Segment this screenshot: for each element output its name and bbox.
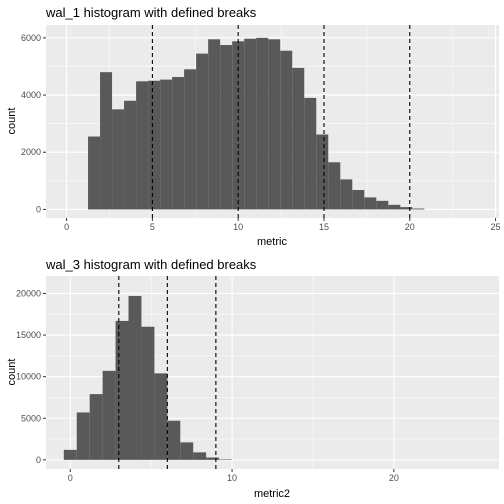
histogram-bar: [167, 420, 181, 460]
y-tick-label: 20000: [16, 288, 41, 298]
histogram-bar: [148, 80, 161, 210]
histogram-bar: [124, 100, 137, 210]
histogram-bar: [376, 200, 389, 210]
histogram-bar: [244, 38, 257, 210]
histogram-bar: [400, 207, 413, 210]
x-tick-label: 5: [150, 222, 155, 232]
x-tick-label: 20: [405, 222, 415, 232]
histogram-bar: [112, 109, 125, 210]
histogram-bar: [304, 97, 317, 210]
y-axis-title: count: [6, 359, 18, 386]
histogram-bar: [160, 79, 173, 210]
chart-title: wal_1 histogram with defined breaks: [45, 5, 257, 20]
histogram-bar: [206, 457, 220, 460]
y-tick-label: 0: [36, 204, 41, 214]
y-tick-label: 6000: [21, 33, 41, 43]
histogram-chart-2: wal_3 histogram with defined breaks 0 10 2…: [6, 257, 499, 500]
histogram-bar: [256, 37, 269, 210]
histogram-bar: [352, 189, 365, 210]
x-tick-label: 0: [68, 473, 73, 483]
x-tick-label: 0: [64, 222, 69, 232]
histogram-bar: [328, 162, 341, 210]
histogram-bar: [340, 179, 353, 210]
y-tick-label: 0: [36, 455, 41, 465]
histogram-bar: [136, 81, 149, 210]
histogram-bar: [316, 134, 329, 210]
histogram-bar: [268, 39, 281, 210]
histogram-bar: [100, 72, 113, 210]
histogram-bar: [364, 197, 377, 210]
histogram-bars: [63, 295, 233, 460]
y-axis-ticks: 0 2000 4000 6000: [21, 33, 46, 214]
histogram-bar: [141, 326, 155, 460]
histogram-chart-1: wal_1 histogram with defined breaks 0 5 10…: [6, 5, 501, 248]
x-tick-label: 20: [389, 473, 399, 483]
histogram-bar: [196, 53, 209, 210]
y-tick-label: 5000: [21, 413, 41, 423]
y-tick-label: 15000: [16, 330, 41, 340]
x-tick-label: 15: [319, 222, 329, 232]
y-axis-ticks: 0 5000 10000 15000 20000: [16, 288, 46, 465]
histogram-bar: [220, 45, 233, 210]
x-axis-title: metric2: [254, 488, 290, 500]
histogram-bar: [89, 394, 103, 460]
histogram-bar: [412, 208, 425, 210]
histogram-bar: [292, 67, 305, 210]
histogram-bar: [184, 69, 197, 210]
x-axis-ticks: 0 10 20: [68, 469, 399, 483]
x-axis-title: metric: [257, 236, 287, 248]
histogram-bar: [128, 295, 142, 460]
histogram-bar: [88, 136, 101, 210]
histogram-bar: [180, 442, 194, 460]
histogram-bar: [172, 77, 185, 210]
y-axis-title: count: [6, 108, 18, 135]
histogram-bar: [102, 370, 116, 460]
y-tick-label: 10000: [16, 372, 41, 382]
histogram-bar: [208, 39, 221, 210]
histogram-bar: [280, 50, 293, 210]
histogram-bar: [115, 320, 129, 460]
histogram-bar: [76, 412, 90, 460]
histogram-bar: [388, 204, 401, 210]
histogram-bars: [88, 37, 425, 210]
y-tick-label: 2000: [21, 147, 41, 157]
histogram-bar: [193, 452, 207, 460]
chart-title: wal_3 histogram with defined breaks: [45, 257, 257, 272]
x-tick-label: 25: [491, 222, 501, 232]
y-tick-label: 4000: [21, 90, 41, 100]
histogram-bar: [154, 373, 168, 460]
x-tick-label: 10: [227, 473, 237, 483]
histogram-bar: [63, 449, 77, 460]
x-tick-label: 10: [233, 222, 243, 232]
x-axis-ticks: 0 5 10 15 20 25: [64, 218, 501, 232]
